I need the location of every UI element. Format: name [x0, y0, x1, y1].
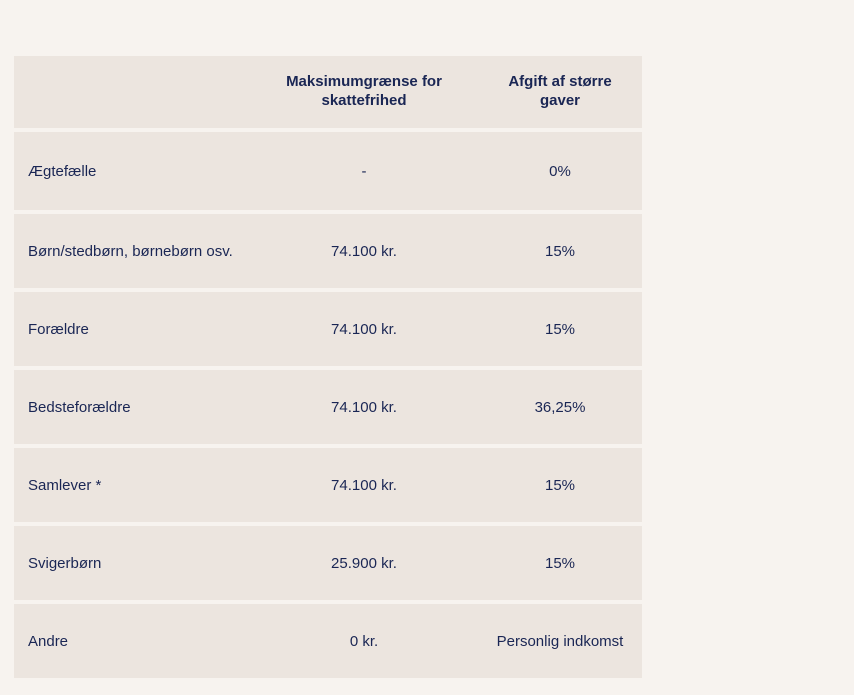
col-header-tax: Afgift af større gaver — [478, 56, 642, 128]
cell-tax: 15% — [478, 526, 642, 600]
cell-relation: Forældre — [14, 292, 250, 366]
table-row: Ægtefælle-0% — [14, 132, 642, 210]
cell-limit: 74.100 kr. — [250, 448, 478, 522]
table-row: Bedsteforældre74.100 kr.36,25% — [14, 370, 642, 444]
table-body: Ægtefælle-0%Børn/stedbørn, børnebørn osv… — [14, 132, 642, 678]
table-row: Samlever *74.100 kr.15% — [14, 448, 642, 522]
cell-limit: 0 kr. — [250, 604, 478, 678]
cell-limit: - — [250, 132, 478, 210]
col-header-limit: Maksimumgrænse for skattefrihed — [250, 56, 478, 128]
table-row: Forældre74.100 kr.15% — [14, 292, 642, 366]
gift-tax-table: Maksimumgrænse for skattefrihed Afgift a… — [14, 52, 642, 682]
cell-tax: 15% — [478, 292, 642, 366]
table-header-row: Maksimumgrænse for skattefrihed Afgift a… — [14, 56, 642, 128]
cell-tax: 15% — [478, 448, 642, 522]
cell-limit: 25.900 kr. — [250, 526, 478, 600]
cell-relation: Svigerbørn — [14, 526, 250, 600]
cell-relation: Andre — [14, 604, 250, 678]
cell-limit: 74.100 kr. — [250, 370, 478, 444]
cell-tax: 0% — [478, 132, 642, 210]
cell-limit: 74.100 kr. — [250, 214, 478, 288]
table-row: Andre0 kr.Personlig indkomst — [14, 604, 642, 678]
cell-relation: Ægtefælle — [14, 132, 250, 210]
table-row: Svigerbørn25.900 kr.15% — [14, 526, 642, 600]
cell-tax: 15% — [478, 214, 642, 288]
col-header-relation — [14, 56, 250, 128]
table-row: Børn/stedbørn, børnebørn osv.74.100 kr.1… — [14, 214, 642, 288]
cell-relation: Børn/stedbørn, børnebørn osv. — [14, 214, 250, 288]
cell-relation: Samlever * — [14, 448, 250, 522]
cell-limit: 74.100 kr. — [250, 292, 478, 366]
cell-tax: Personlig indkomst — [478, 604, 642, 678]
cell-tax: 36,25% — [478, 370, 642, 444]
cell-relation: Bedsteforældre — [14, 370, 250, 444]
